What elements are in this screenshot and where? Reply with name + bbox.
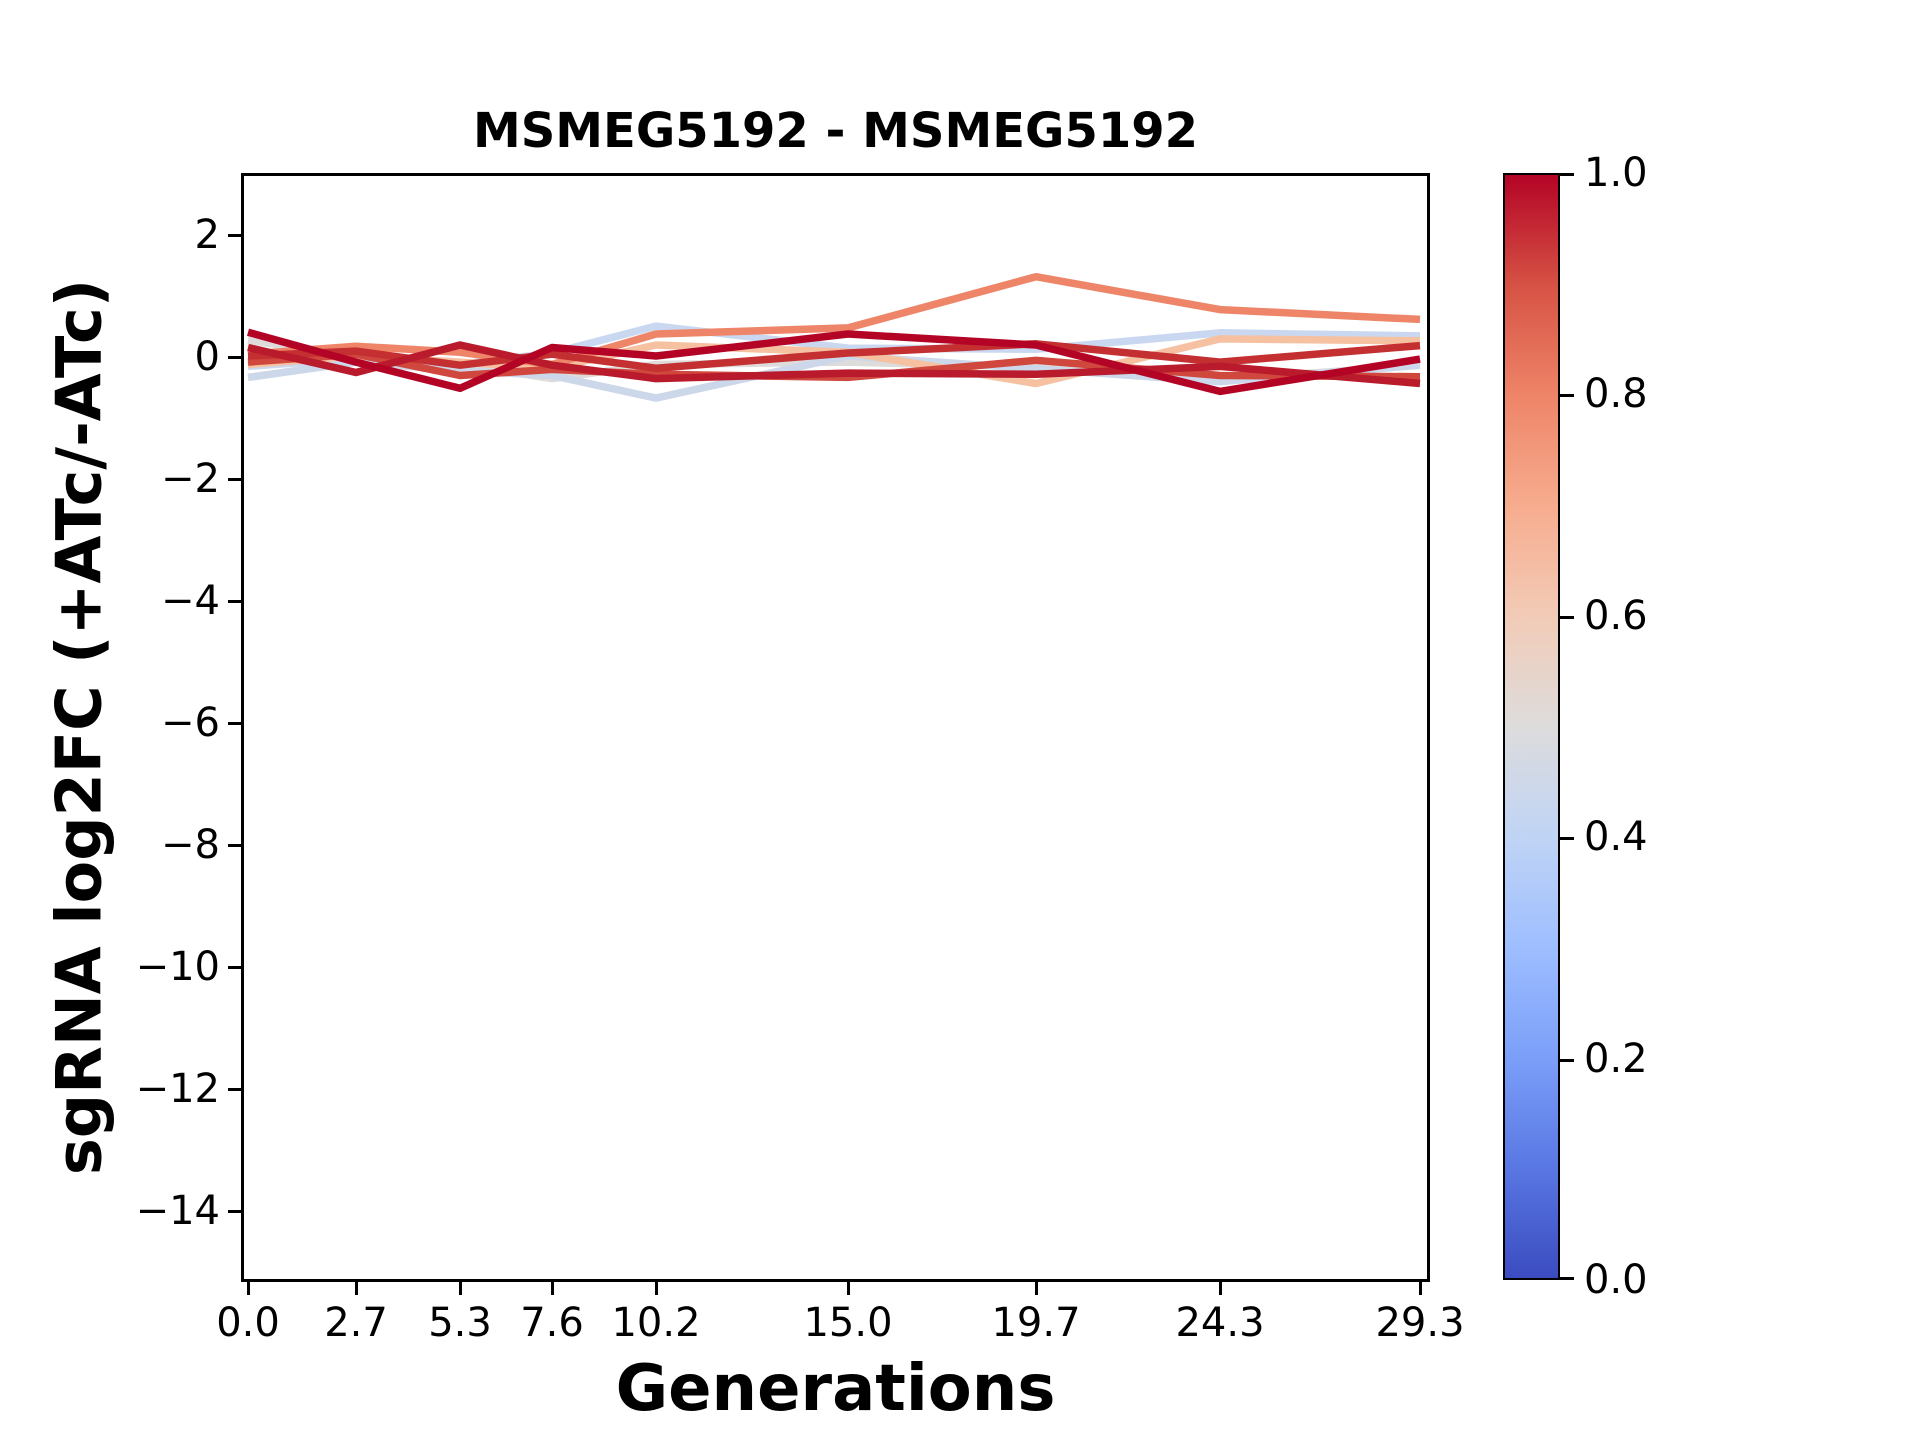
x-tick-label: 29.3 <box>1375 1300 1465 1346</box>
y-tick-label: −2 <box>161 456 220 503</box>
y-tick-mark <box>228 1087 241 1091</box>
y-tick-label: −12 <box>135 1066 220 1113</box>
x-axis-label: Generations <box>615 1352 1056 1426</box>
y-tick-mark <box>228 721 241 725</box>
colorbar-tick-mark <box>1560 173 1574 176</box>
series-line-7 <box>247 340 1421 372</box>
y-tick-label: −14 <box>135 1188 220 1235</box>
x-tick-mark <box>550 1282 554 1295</box>
plot-area <box>241 173 1430 1282</box>
x-tick-label: 5.3 <box>428 1300 492 1346</box>
y-tick-label: −8 <box>161 822 220 869</box>
x-tick-mark <box>654 1282 658 1295</box>
chart-title: MSMEG5192 - MSMEG5192 <box>472 103 1199 159</box>
x-tick-mark <box>1034 1282 1038 1295</box>
y-tick-label: −10 <box>135 944 220 991</box>
series-line-9 <box>246 328 1421 396</box>
x-tick-label: 24.3 <box>1175 1300 1265 1346</box>
y-tick-label: 0 <box>194 334 220 381</box>
y-tick-mark <box>228 233 241 237</box>
colorbar-tick-label: 0.2 <box>1584 1035 1648 1082</box>
line-chart-canvas <box>246 272 1421 402</box>
x-tick-mark <box>246 1282 250 1295</box>
x-tick-label: 15.0 <box>803 1300 893 1346</box>
x-tick-label: 2.7 <box>324 1300 388 1346</box>
x-tick-mark <box>1418 1282 1422 1295</box>
y-tick-label: −4 <box>161 578 220 625</box>
colorbar-tick-label: 0.4 <box>1584 814 1648 861</box>
colorbar-tick-mark <box>1560 1058 1574 1062</box>
y-tick-mark <box>228 843 241 847</box>
colorbar <box>1503 173 1560 1280</box>
y-tick-mark <box>228 477 241 481</box>
y-tick-mark <box>228 965 241 969</box>
colorbar-tick-label: 0.8 <box>1584 371 1648 418</box>
colorbar-tick-mark <box>1560 837 1574 841</box>
colorbar-tick-mark <box>1560 394 1574 398</box>
y-tick-mark <box>228 1209 241 1213</box>
colorbar-tick-mark <box>1560 1277 1574 1280</box>
x-tick-mark <box>846 1282 850 1295</box>
colorbar-tick-label: 0.6 <box>1584 592 1648 639</box>
series-line-8 <box>247 341 1421 388</box>
colorbar-tick-label: 1.0 <box>1584 150 1648 196</box>
x-tick-mark <box>1218 1282 1222 1295</box>
x-tick-mark <box>458 1282 462 1295</box>
y-tick-mark <box>228 599 241 603</box>
colorbar-tick-label: 0.0 <box>1584 1257 1648 1303</box>
colorbar-tick-mark <box>1560 615 1574 619</box>
x-tick-label: 10.2 <box>611 1300 701 1346</box>
y-tick-label: −6 <box>161 700 220 747</box>
x-tick-label: 7.6 <box>520 1300 584 1346</box>
x-tick-mark <box>354 1282 358 1295</box>
series-line-5 <box>247 272 1421 369</box>
x-tick-label: 19.7 <box>991 1300 1081 1346</box>
y-tick-label: 2 <box>194 212 220 259</box>
x-tick-label: 0.0 <box>216 1300 280 1346</box>
y-tick-mark <box>228 355 241 359</box>
